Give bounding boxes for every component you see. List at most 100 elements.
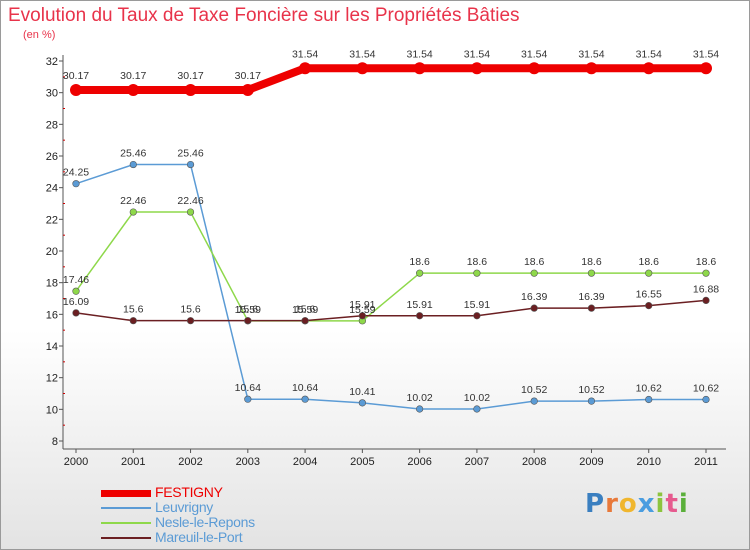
data-label-leuvrigny: 10.52 (578, 384, 604, 396)
data-label-nesle-le-repons: 18.6 (581, 256, 602, 268)
data-point-nesle-le-repons (186, 208, 195, 216)
x-tick-label: 2003 (236, 456, 260, 468)
data-point-mareuil-le-port (702, 296, 710, 305)
data-point-leuvrigny (587, 397, 596, 405)
y-tick-label: 22 (46, 214, 58, 226)
data-label-nesle-le-repons: 15.59 (235, 304, 261, 316)
data-label-nesle-le-repons: 22.46 (120, 195, 146, 207)
data-point-mareuil-le-port (129, 317, 137, 325)
legend-label-nesle-le-repons: Nesle-le-Repons (155, 514, 255, 530)
data-label-mareuil-le-port: 15.6 (238, 304, 259, 316)
data-label-nesle-le-repons: 15.59 (349, 304, 375, 316)
data-label-festigny: 31.54 (349, 48, 375, 60)
series-line-mareuil-le-port (75, 299, 707, 322)
y-tick-label: 14 (46, 341, 58, 353)
data-point-festigny (356, 62, 369, 75)
data-label-nesle-le-repons: 15.59 (292, 304, 318, 316)
data-point-nesle-le-repons (587, 269, 596, 277)
data-point-festigny (184, 83, 197, 96)
data-label-leuvrigny: 10.64 (292, 382, 318, 394)
data-label-mareuil-le-port: 15.91 (406, 299, 432, 311)
data-point-nesle-le-repons (72, 287, 80, 295)
data-label-nesle-le-repons: 18.6 (409, 256, 430, 268)
data-point-mareuil-le-port (473, 312, 481, 320)
legend-swatch-festigny (101, 490, 151, 497)
y-tick-label: 20 (46, 246, 58, 258)
data-label-leuvrigny: 10.62 (636, 383, 662, 395)
y-tick-label: 12 (46, 373, 58, 385)
data-point-nesle-le-repons (530, 269, 538, 277)
y-tick-label: 24 (46, 183, 58, 195)
x-tick-label: 2001 (121, 456, 145, 468)
legend-swatch-mareuil-le-port (101, 537, 151, 539)
data-point-leuvrigny (702, 395, 710, 404)
data-point-mareuil-le-port (358, 312, 366, 320)
data-label-mareuil-le-port: 15.6 (123, 304, 144, 316)
data-label-festigny: 30.17 (63, 70, 89, 82)
data-point-festigny (127, 83, 140, 96)
data-label-leuvrigny: 10.02 (406, 392, 432, 404)
data-point-mareuil-le-port (301, 317, 309, 325)
legend-swatch-nesle-le-repons (101, 522, 151, 524)
data-label-leuvrigny: 10.02 (464, 392, 490, 404)
data-label-festigny: 30.17 (235, 70, 261, 82)
data-label-mareuil-le-port: 16.39 (578, 291, 604, 303)
data-label-leuvrigny: 10.52 (521, 384, 547, 396)
data-point-leuvrigny (473, 405, 481, 413)
y-tick-label: 18 (46, 278, 58, 290)
data-label-festigny: 31.54 (292, 48, 318, 60)
data-label-festigny: 31.54 (578, 48, 604, 60)
data-point-leuvrigny (72, 180, 80, 188)
data-point-leuvrigny (244, 395, 252, 403)
data-point-leuvrigny (645, 395, 653, 404)
data-label-leuvrigny: 24.25 (63, 167, 89, 179)
data-point-festigny (528, 62, 541, 75)
data-label-festigny: 31.54 (464, 48, 490, 60)
data-point-nesle-le-repons (129, 208, 137, 216)
data-label-nesle-le-repons: 18.6 (639, 256, 660, 268)
data-point-nesle-le-repons (416, 269, 424, 277)
data-label-nesle-le-repons: 17.46 (63, 274, 89, 286)
data-point-festigny (700, 62, 712, 75)
data-label-festigny: 31.54 (693, 48, 719, 60)
x-tick-label: 2011 (694, 456, 718, 468)
data-label-festigny: 30.17 (120, 70, 146, 82)
line-chart: 8 10 12 14 16 18 20 22 24 26 28 30 32 2000 2001 2002 200… (46, 48, 726, 468)
y-tick-label: 10 (46, 404, 58, 416)
series-line-nesle-le-repons (75, 211, 707, 322)
legend-label-leuvrigny: Leuvrigny (155, 499, 214, 515)
data-label-leuvrigny: 25.46 (177, 148, 203, 160)
data-label-nesle-le-repons: 18.6 (696, 256, 717, 268)
data-point-festigny (470, 62, 483, 75)
data-label-mareuil-le-port: 15.6 (180, 304, 201, 316)
data-point-mareuil-le-port (645, 302, 653, 310)
data-label-leuvrigny: 10.41 (349, 386, 375, 398)
data-label-festigny: 31.54 (521, 48, 547, 60)
y-tick-label: 32 (46, 56, 58, 68)
y-tick-label: 16 (46, 309, 58, 321)
data-point-leuvrigny (358, 399, 366, 407)
x-tick-label: 2005 (350, 456, 374, 468)
unit-label: (en %) (23, 29, 56, 41)
data-label-leuvrigny: 25.46 (120, 148, 146, 160)
x-tick-label: 2008 (522, 456, 546, 468)
data-label-leuvrigny: 10.62 (693, 383, 719, 395)
data-point-festigny (642, 62, 655, 75)
data-point-leuvrigny (129, 160, 137, 169)
proxiti-logo: Proxiti (585, 489, 689, 519)
chart-title: Evolution du Taux de Taxe Foncière sur l… (8, 5, 520, 26)
data-point-mareuil-le-port (72, 309, 80, 317)
data-point-leuvrigny (301, 395, 309, 403)
data-label-festigny: 31.54 (406, 48, 432, 60)
data-point-festigny (585, 62, 598, 75)
data-point-leuvrigny (416, 405, 424, 413)
data-point-festigny (413, 62, 426, 75)
x-tick-label: 2006 (407, 456, 431, 468)
data-label-nesle-le-repons: 18.6 (524, 256, 545, 268)
y-tick-label: 30 (46, 88, 58, 100)
data-point-festigny (70, 83, 82, 96)
data-point-festigny (299, 62, 312, 75)
data-point-mareuil-le-port (416, 312, 424, 320)
x-tick-label: 2000 (64, 456, 88, 468)
